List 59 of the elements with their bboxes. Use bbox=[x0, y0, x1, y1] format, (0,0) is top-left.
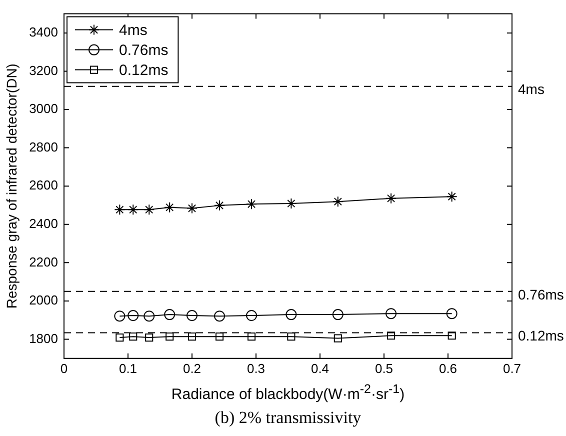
point bbox=[145, 333, 154, 342]
point bbox=[186, 202, 198, 214]
point bbox=[215, 332, 224, 341]
point bbox=[144, 204, 155, 216]
text: (b) 2% transmissivity bbox=[214, 408, 362, 428]
x-tick-label: 0.1 bbox=[118, 360, 138, 376]
y-tick-label: 3200 bbox=[29, 62, 58, 78]
point bbox=[387, 332, 396, 340]
y-tick-label: 2600 bbox=[29, 178, 58, 193]
point bbox=[287, 332, 296, 341]
ref-line-label: 4ms bbox=[518, 81, 544, 98]
ref-line-label: 0.76ms bbox=[518, 286, 564, 302]
x-tick-label: 0.4 bbox=[310, 360, 330, 376]
point bbox=[144, 310, 155, 322]
point bbox=[446, 308, 458, 320]
point bbox=[164, 309, 176, 320]
x-tick-label: 0 bbox=[60, 360, 68, 376]
point bbox=[332, 196, 344, 208]
point bbox=[164, 202, 176, 213]
legend-label: 4ms bbox=[119, 22, 148, 39]
point bbox=[214, 200, 226, 211]
y-tick-label: 2200 bbox=[29, 254, 58, 270]
point bbox=[128, 310, 139, 322]
point bbox=[186, 310, 198, 322]
legend-label: 0.76ms bbox=[119, 42, 168, 59]
point bbox=[286, 198, 297, 210]
x-tick-label: 0.5 bbox=[374, 360, 394, 376]
point bbox=[128, 204, 139, 216]
point bbox=[334, 334, 342, 342]
point bbox=[246, 198, 258, 210]
point bbox=[448, 332, 456, 340]
y-tick-label: 3400 bbox=[29, 24, 58, 40]
x-tick-label: 0.7 bbox=[502, 360, 522, 376]
point bbox=[214, 310, 226, 322]
point bbox=[129, 332, 138, 341]
x-tick-label: 0.3 bbox=[246, 360, 266, 376]
point bbox=[116, 333, 124, 342]
x-axis-title: Radiance of blackbody(W·m$^{-2}$·sr$^{-1}$) bbox=[170, 382, 406, 403]
point bbox=[247, 332, 256, 341]
y-tick-label: 2800 bbox=[29, 139, 58, 154]
y-tick-label: 1800 bbox=[29, 330, 58, 346]
ref-line-label: 0.12ms bbox=[518, 328, 564, 344]
point bbox=[386, 308, 397, 320]
point bbox=[386, 192, 397, 204]
y-tick-label: 2400 bbox=[29, 216, 58, 231]
point bbox=[332, 309, 344, 320]
point bbox=[114, 204, 126, 216]
point bbox=[114, 310, 126, 322]
x-tick-label: 0.2 bbox=[182, 360, 202, 376]
point bbox=[166, 332, 174, 341]
point bbox=[446, 191, 458, 202]
y-tick-label: 2000 bbox=[29, 292, 58, 308]
point bbox=[188, 332, 196, 341]
point bbox=[286, 309, 297, 320]
legend-label: 0.12ms bbox=[119, 62, 168, 79]
y-tick-label: 3000 bbox=[29, 101, 58, 116]
x-tick-label: 0.6 bbox=[438, 360, 458, 376]
point bbox=[246, 310, 258, 322]
y-axis-title: Response gray of infrared detector(DN) bbox=[3, 64, 20, 309]
